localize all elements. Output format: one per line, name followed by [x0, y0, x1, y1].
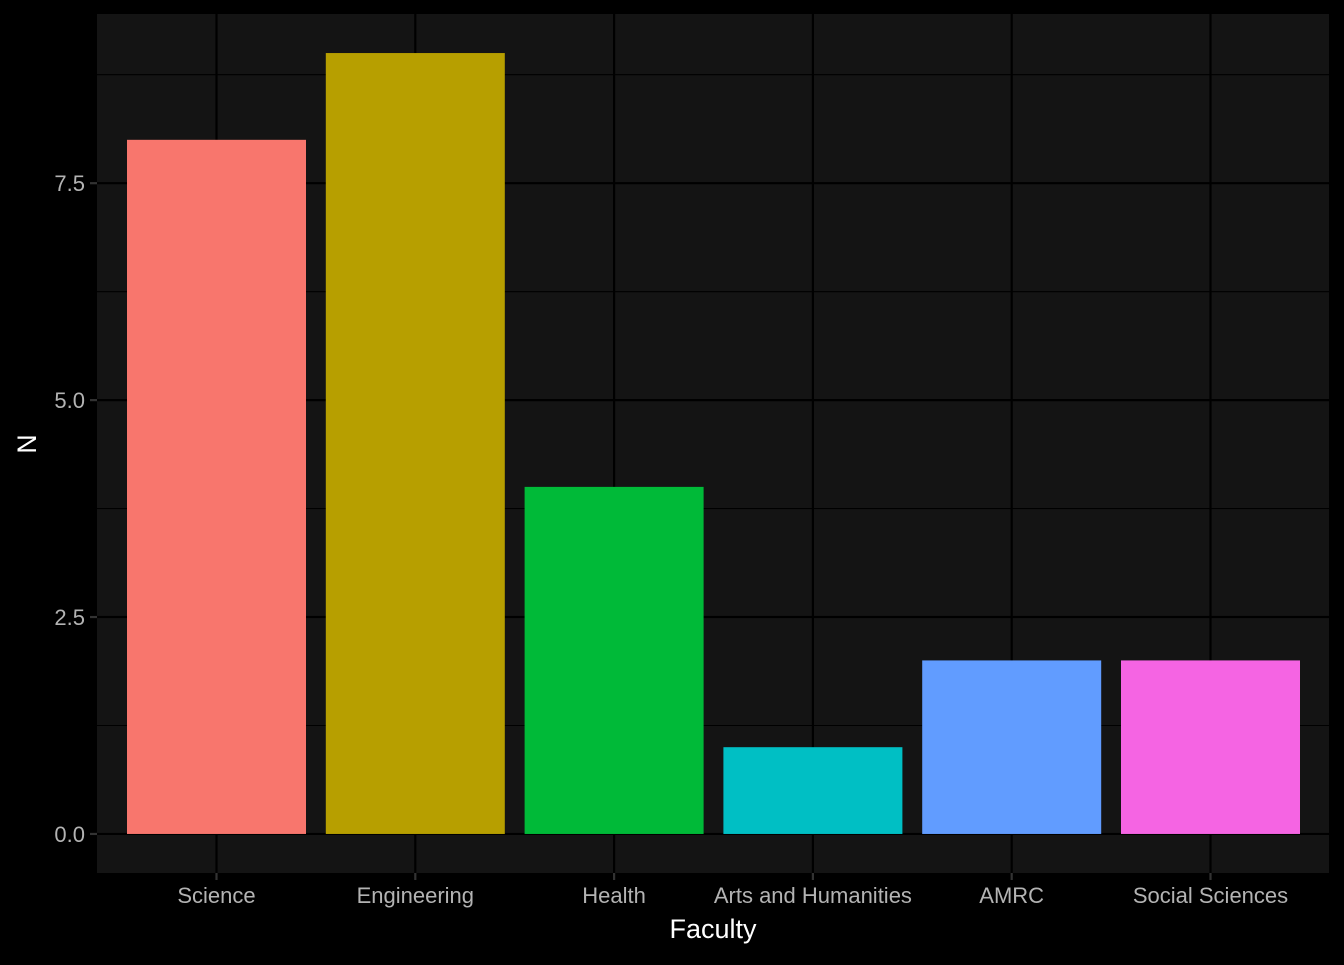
x-tick-label: AMRC — [979, 883, 1044, 908]
x-tick-label: Social Sciences — [1133, 883, 1288, 908]
x-tick-label: Engineering — [357, 883, 474, 908]
y-tick-label: 7.5 — [54, 171, 85, 196]
x-tick-label: Arts and Humanities — [714, 883, 912, 908]
bar-health — [524, 486, 704, 834]
x-axis: Science Engineering Health Arts and Humanit… — [177, 873, 1288, 908]
bar-arts-and-humanities — [723, 747, 903, 834]
y-tick-label: 5.0 — [54, 388, 85, 413]
y-axis-title: N — [12, 434, 42, 454]
x-axis-title: Faculty — [669, 914, 757, 944]
x-tick-label: Science — [177, 883, 255, 908]
bar-science — [127, 139, 306, 834]
y-tick-label: 0.0 — [54, 822, 85, 847]
x-tick-label: Health — [582, 883, 646, 908]
bar-social-sciences — [1121, 660, 1300, 834]
bar-engineering — [325, 53, 505, 834]
y-axis: 0.0 2.5 5.0 7.5 — [54, 171, 97, 847]
bar-amrc — [922, 660, 1102, 834]
bars-group — [127, 53, 1300, 834]
y-tick-label: 2.5 — [54, 605, 85, 630]
